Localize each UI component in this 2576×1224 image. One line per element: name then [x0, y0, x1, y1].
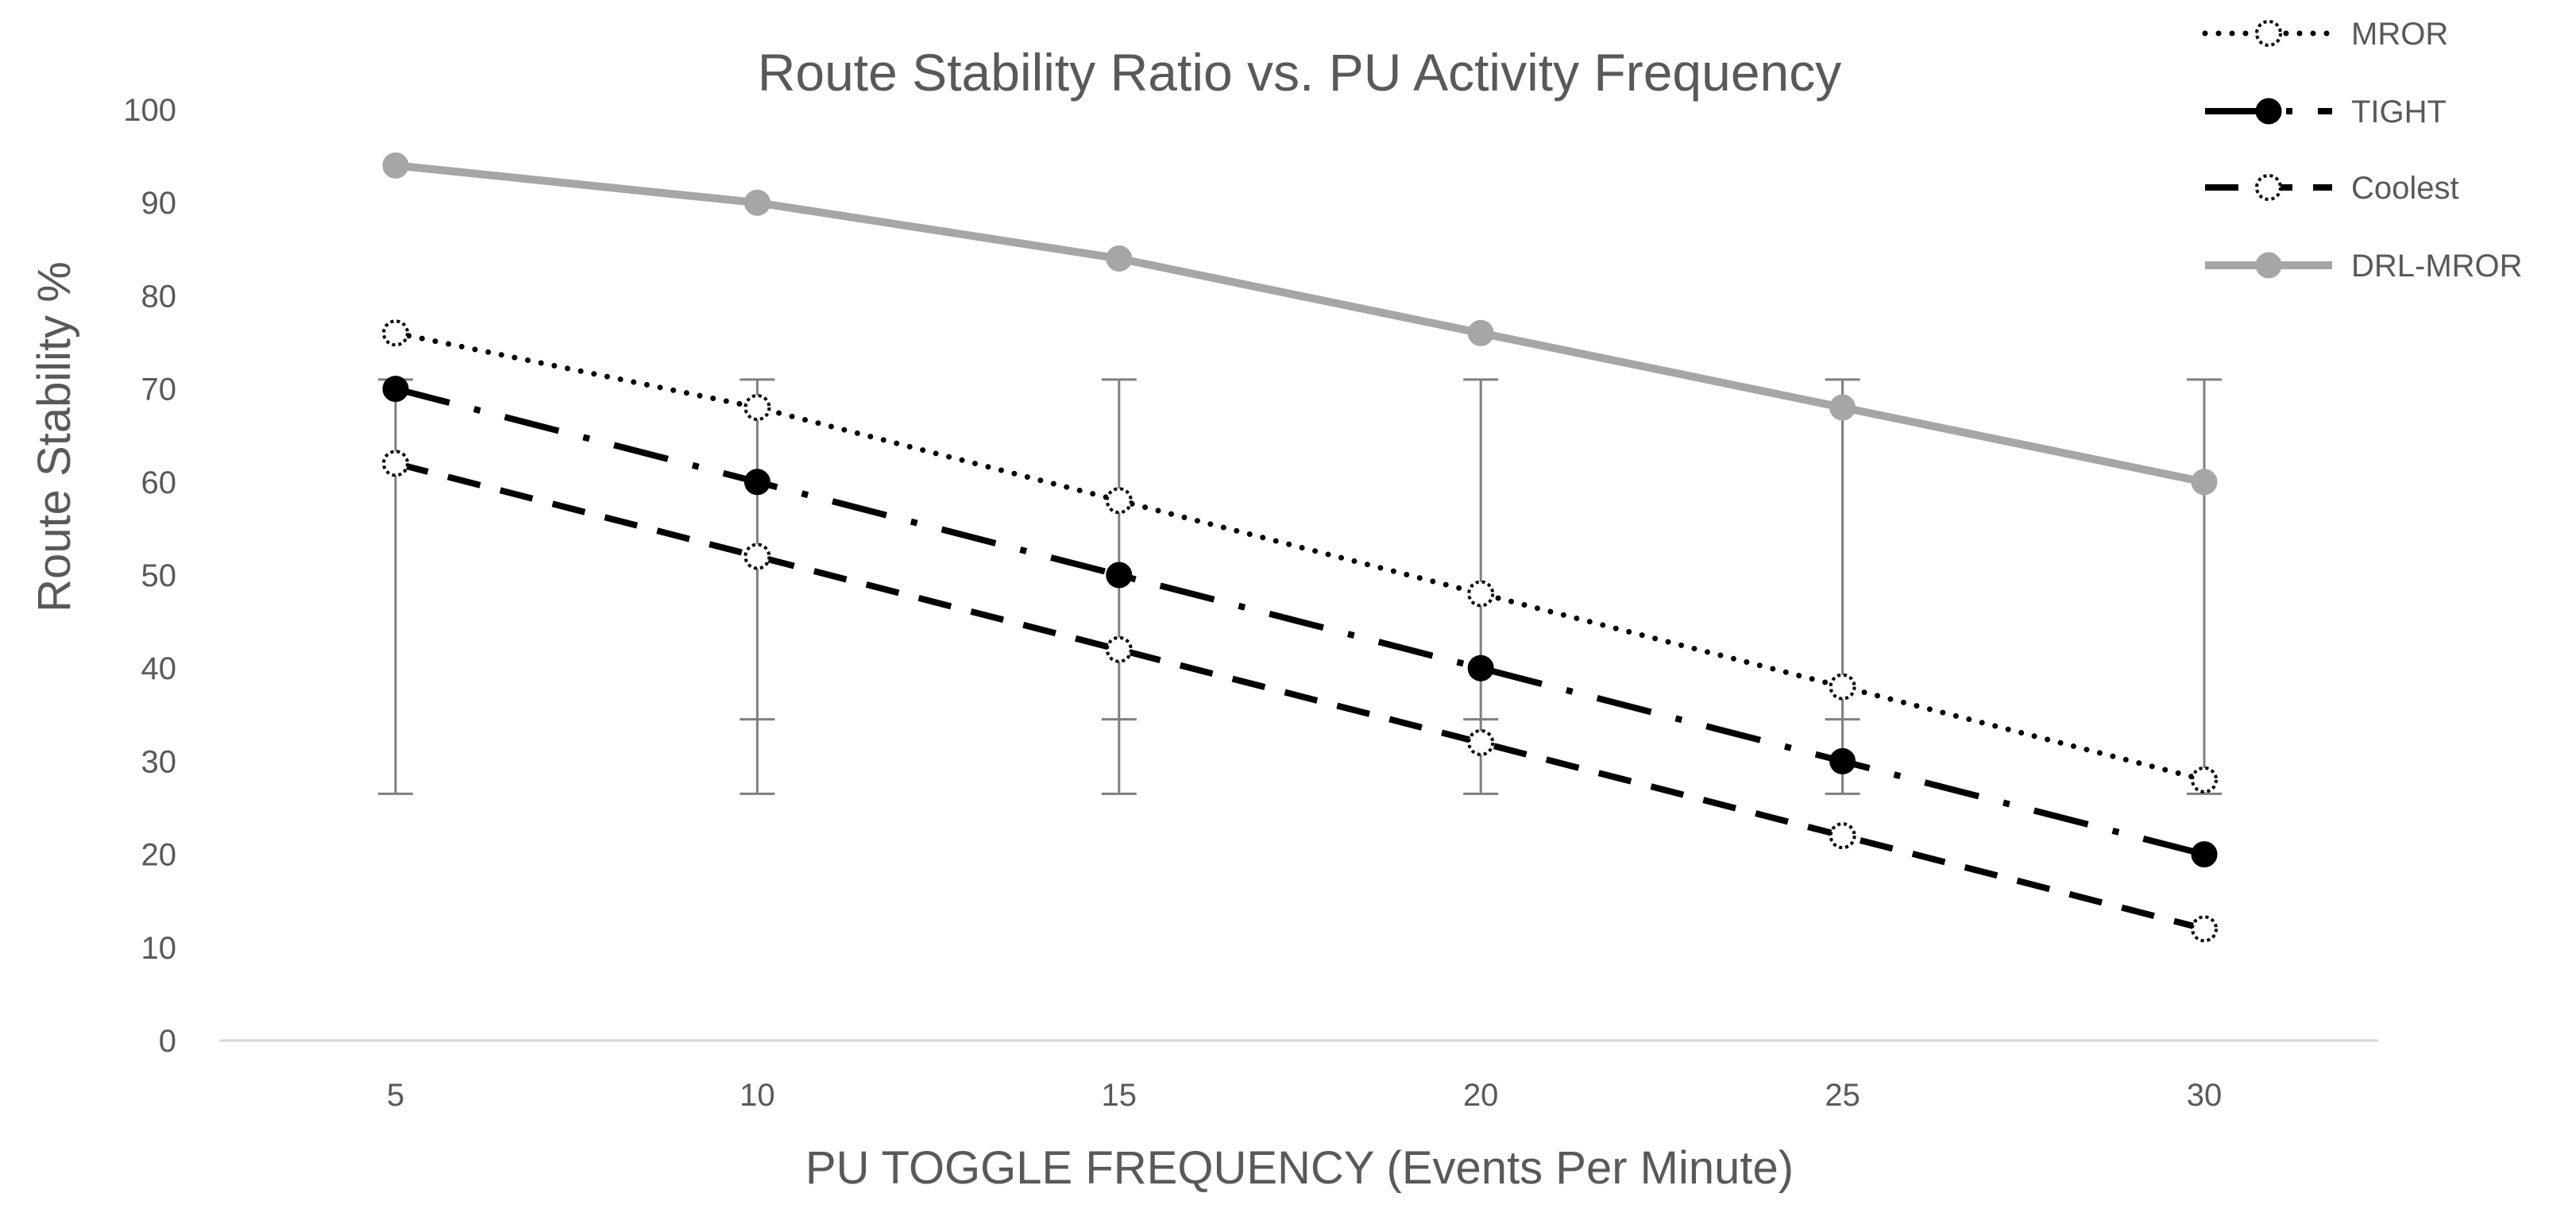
series-coolest — [382, 450, 2218, 943]
y-tick-label: 100 — [123, 93, 176, 128]
data-point — [2191, 841, 2218, 868]
data-point — [2191, 469, 2218, 496]
x-tick-label: 15 — [1102, 1078, 1137, 1113]
series-line — [395, 161, 2206, 486]
data-point — [743, 469, 770, 496]
data-point — [382, 450, 409, 477]
x-tick-label: 25 — [1825, 1078, 1860, 1113]
series-drl-mror — [382, 152, 2218, 496]
data-point — [743, 394, 771, 422]
data-point — [1105, 487, 1133, 515]
y-tick-label: 30 — [141, 744, 177, 779]
legend: MROR TIGHT Coolest DRL-MROR — [2202, 17, 2523, 284]
series-mror — [382, 319, 2218, 793]
legend-label: Coolest — [2351, 171, 2459, 206]
series-line — [392, 330, 2207, 783]
data-point — [1829, 822, 1856, 850]
legend-label: MROR — [2351, 17, 2448, 52]
data-point — [382, 319, 409, 347]
y-tick-label: 40 — [141, 651, 177, 686]
x-tick-label: 20 — [1463, 1078, 1499, 1113]
y-axis-title: Route Stability % — [29, 261, 80, 612]
data-point — [1829, 394, 1856, 421]
data-point — [382, 152, 409, 179]
y-tick-label: 90 — [141, 186, 177, 221]
data-point — [1105, 635, 1133, 663]
data-point — [1467, 728, 1495, 756]
legend-label: TIGHT — [2351, 95, 2447, 129]
data-point — [1106, 245, 1133, 272]
legend-swatch-marker — [2255, 252, 2282, 279]
legend-item: TIGHT — [2205, 95, 2447, 129]
data-point — [1106, 562, 1133, 589]
x-tick-label: 30 — [2187, 1078, 2223, 1113]
chart-title: Route Stability Ratio vs. PU Activity Fr… — [758, 43, 1842, 102]
x-tick-label: 5 — [387, 1078, 404, 1113]
series-tight — [382, 376, 2218, 868]
y-tick-label: 80 — [141, 279, 177, 314]
y-tick-label: 20 — [141, 838, 177, 873]
series-line — [395, 385, 2205, 858]
data-point — [743, 542, 771, 570]
y-tick-label: 0 — [159, 1024, 176, 1059]
legend-item: MROR — [2202, 17, 2448, 52]
data-point — [382, 376, 409, 403]
x-tick-label: 10 — [740, 1078, 775, 1113]
y-tick-label: 70 — [141, 373, 177, 407]
error-bars — [378, 378, 2222, 795]
y-tick-label: 10 — [141, 931, 177, 966]
x-axis-title: PU TOGGLE FREQUENCY (Events Per Minute) — [805, 1142, 1794, 1194]
legend-label: DRL-MROR — [2351, 249, 2523, 284]
y-tick-label: 60 — [141, 465, 177, 500]
data-point — [2191, 915, 2218, 943]
y-tick-label: 50 — [141, 558, 177, 593]
legend-item: Coolest — [2205, 171, 2459, 206]
data-point — [1467, 654, 1494, 682]
legend-item: DRL-MROR — [2205, 249, 2523, 284]
data-point — [1467, 580, 1495, 608]
legend-swatch-marker — [2255, 98, 2282, 125]
data-point — [743, 189, 770, 216]
data-point — [2191, 766, 2218, 793]
axes: 0 10 20 30 40 50 60 70 80 90 100 5 10 15 20 25 30 — [123, 93, 2378, 1113]
data-point — [1467, 319, 1494, 346]
data-point — [1829, 673, 1856, 701]
legend-swatch-marker — [2255, 20, 2282, 47]
series-line — [395, 460, 2205, 932]
series-layer — [382, 152, 2218, 943]
data-point — [1829, 747, 1856, 774]
legend-swatch-marker — [2255, 174, 2282, 201]
